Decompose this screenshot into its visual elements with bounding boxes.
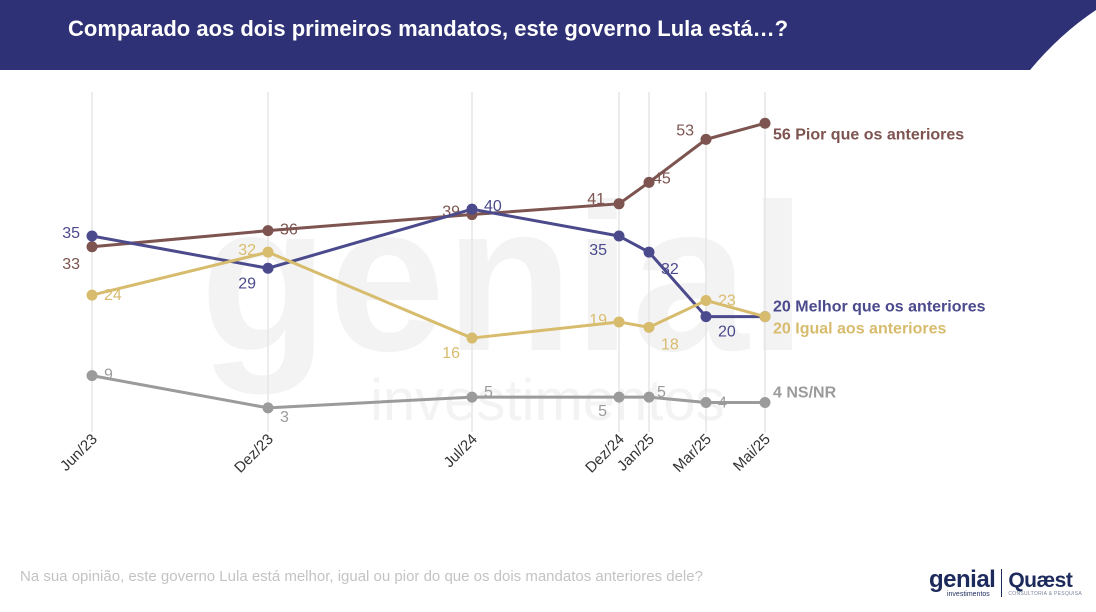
data-point: [700, 294, 712, 306]
data-point: [759, 311, 771, 323]
data-label: 35: [589, 242, 607, 259]
data-label: 3: [280, 409, 289, 426]
brand-logos: genial investimentos Quæst CONSULTORIA &…: [929, 566, 1082, 600]
genial-logo-sub: investimentos: [946, 591, 990, 598]
data-point: [262, 225, 274, 237]
survey-question-footnote: Na sua opinião, este governo Lula está m…: [20, 568, 703, 585]
data-label: 33: [62, 256, 80, 273]
x-tick-label: Dez/23: [231, 431, 277, 477]
series-end-label: 20 Igual aos anteriores: [773, 321, 947, 338]
data-label: 19: [589, 312, 607, 329]
data-point: [466, 332, 478, 344]
genial-logo-name: genial: [928, 566, 996, 593]
x-tick-label: Jul/24: [441, 431, 481, 471]
data-point: [86, 370, 98, 382]
quaest-logo-name: Quæst: [1008, 568, 1073, 592]
data-point: [466, 391, 478, 403]
quaest-logo-sub: CONSULTORIA & PESQUISA: [1008, 590, 1082, 597]
data-point: [700, 311, 712, 323]
data-point: [613, 198, 625, 210]
data-point: [262, 262, 274, 274]
page-title: Comparado aos dois primeiros mandatos, e…: [68, 16, 789, 41]
data-label: 45: [653, 170, 671, 187]
data-point: [700, 133, 712, 145]
data-point: [700, 397, 712, 408]
data-point: [86, 289, 98, 301]
header-background: [0, 0, 1096, 70]
data-point: [613, 230, 625, 242]
series-end-label: 20 Melhor que os anteriores: [773, 299, 986, 316]
data-label: 16: [442, 345, 460, 362]
data-label: 53: [676, 122, 694, 139]
data-point: [759, 397, 771, 408]
data-label: 36: [280, 222, 298, 239]
quaest-logo: Quæst CONSULTORIA & PESQUISA: [1008, 570, 1082, 597]
data-point: [643, 391, 655, 403]
data-label: 40: [484, 198, 502, 215]
genial-logo: genial investimentos: [928, 566, 996, 599]
data-label: 29: [238, 275, 256, 292]
data-label: 35: [62, 225, 80, 242]
header-banner: Comparado aos dois primeiros mandatos, e…: [0, 0, 1096, 70]
data-point: [613, 391, 625, 403]
data-label: 4: [718, 395, 727, 412]
data-point: [262, 402, 274, 414]
series-end-label: 4 NS/NR: [773, 385, 837, 402]
data-point: [643, 176, 655, 188]
data-point: [86, 230, 98, 242]
data-label: 32: [661, 261, 679, 278]
data-point: [643, 246, 655, 258]
x-tick-label: Mar/25: [670, 431, 715, 476]
data-label: 5: [598, 403, 607, 420]
data-label: 32: [238, 242, 256, 259]
data-point: [759, 117, 771, 129]
data-point: [262, 246, 274, 258]
data-label: 5: [657, 384, 666, 401]
data-label: 41: [587, 191, 605, 208]
data-label: 24: [104, 287, 122, 304]
data-label: 20: [718, 324, 736, 341]
data-label: 9: [104, 367, 113, 384]
logo-divider: [1001, 569, 1003, 597]
data-point: [86, 241, 98, 253]
data-point: [613, 316, 625, 328]
data-point: [466, 203, 478, 215]
data-label: 18: [661, 336, 679, 353]
data-label: 23: [718, 292, 736, 309]
data-point: [643, 321, 655, 333]
series-end-label: 56 Pior que os anteriores: [773, 126, 964, 143]
data-label: 5: [484, 384, 493, 401]
x-tick-label: Jun/23: [57, 431, 101, 475]
x-tick-label: Mai/25: [730, 431, 774, 475]
